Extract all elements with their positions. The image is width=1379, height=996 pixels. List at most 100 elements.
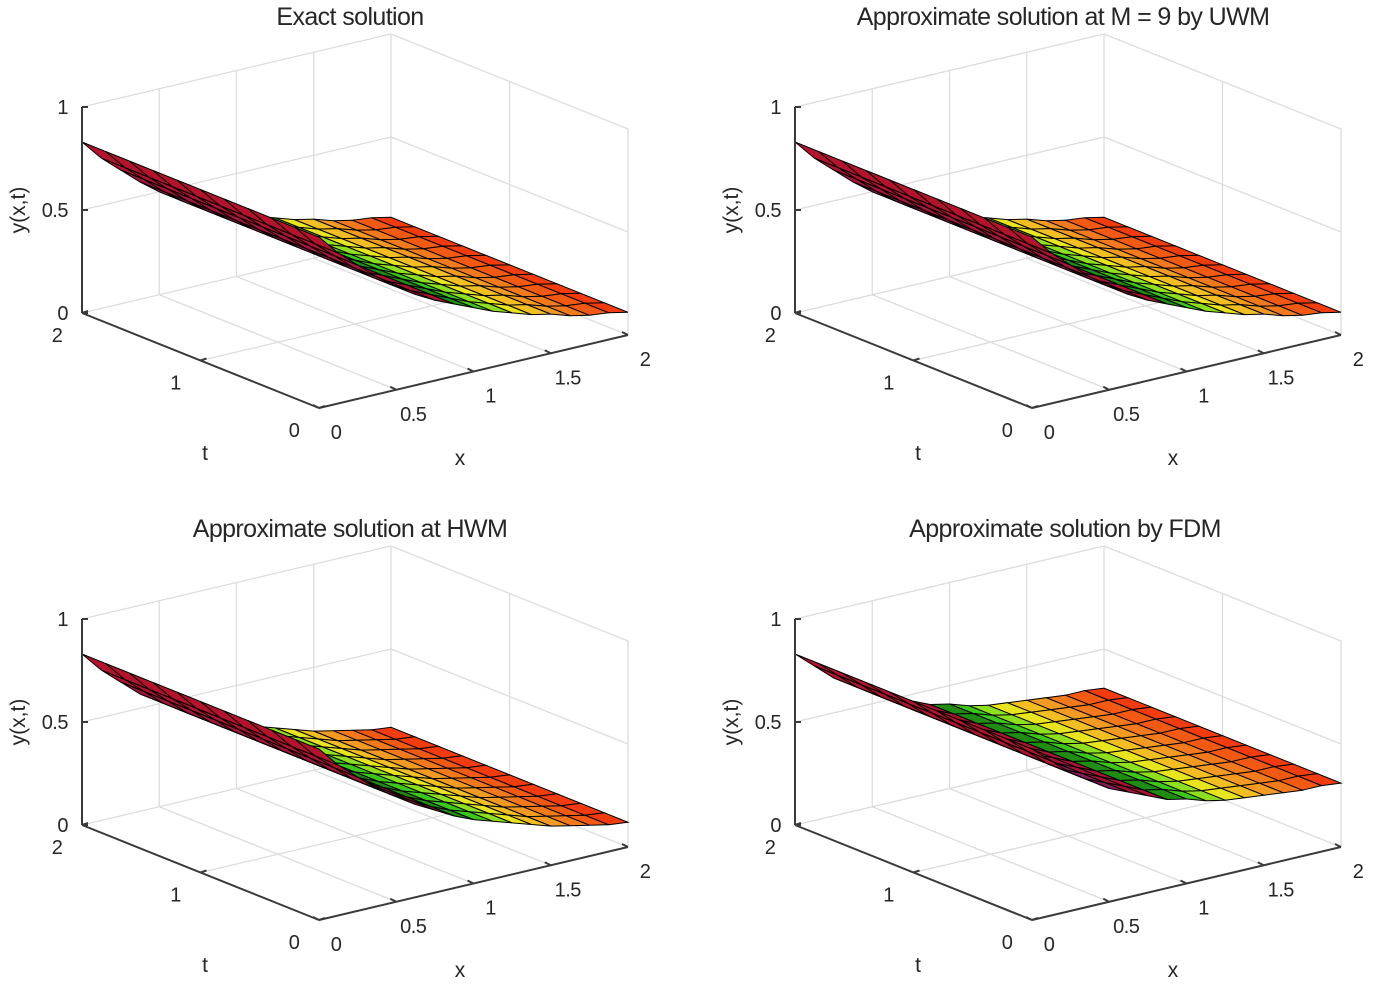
- surface: [81, 141, 629, 317]
- grid-line: [794, 648, 1105, 723]
- y-axis-label: y(x,t): [720, 699, 743, 746]
- x-tick-mark: [544, 861, 552, 867]
- surface-cell: [294, 227, 339, 254]
- grid-line: [81, 545, 392, 620]
- t-tick-label: 0: [1002, 932, 1013, 954]
- x-tick-mark: [621, 331, 629, 336]
- grid-line: [913, 798, 1223, 874]
- t-tick-mark: [1031, 405, 1039, 409]
- t-tick-mark: [81, 310, 89, 314]
- x-tick-label: 1: [485, 898, 496, 920]
- surface-cell: [1008, 739, 1052, 762]
- t-tick-mark: [794, 822, 802, 826]
- x-tick-label: 2: [640, 861, 651, 883]
- grid-line: [1103, 545, 1342, 642]
- z-tick-label: 0: [57, 815, 68, 837]
- grid-line: [794, 136, 1105, 211]
- x-tick-label: 0: [1044, 422, 1055, 444]
- grid-line: [1103, 136, 1342, 233]
- x-tick-mark: [621, 843, 629, 848]
- x-tick-label: 1.5: [1268, 879, 1295, 901]
- x-tick-label: 1.5: [555, 879, 582, 901]
- x-tick-mark: [1025, 916, 1033, 921]
- grid-line: [794, 33, 1105, 108]
- z-tick-label: 0.5: [42, 200, 69, 222]
- x-tick-label: 1: [1198, 898, 1209, 920]
- surface: [81, 653, 630, 827]
- x-tick-mark: [544, 349, 552, 355]
- t-tick-label: 2: [52, 325, 63, 347]
- x-tick-label: 0: [1044, 934, 1055, 956]
- t-tick-label: 2: [765, 325, 776, 347]
- surface: [794, 653, 1343, 802]
- surface-cell: [794, 141, 839, 169]
- t-axis-label: t: [202, 954, 208, 977]
- z-tick-label: 1: [770, 97, 781, 119]
- t-tick-mark: [913, 869, 920, 874]
- x-axis-label: x: [455, 959, 466, 982]
- grid-line: [390, 545, 629, 642]
- x-tick-mark: [312, 404, 320, 409]
- x-tick-mark: [1257, 349, 1265, 355]
- x-tick-label: 0.5: [1113, 916, 1140, 938]
- chart-title: Approximate solution by FDM: [909, 515, 1221, 543]
- chart-title: Exact solution: [276, 3, 423, 31]
- grid-line: [81, 33, 392, 108]
- x-tick-mark: [1257, 861, 1265, 867]
- chart-title: Approximate solution at HWM: [193, 515, 507, 543]
- surface-cell: [81, 653, 126, 681]
- t-tick-mark: [200, 869, 207, 874]
- x-tick-label: 0: [331, 934, 342, 956]
- grid-line: [390, 33, 629, 130]
- t-tick-label: 1: [170, 885, 181, 907]
- grid-line: [81, 648, 392, 723]
- chart-title: Approximate solution at M = 9 by UWM: [857, 3, 1270, 31]
- x-tick-mark: [467, 879, 474, 885]
- grid-line: [390, 648, 629, 745]
- t-axis-label: t: [915, 954, 921, 977]
- x-tick-label: 0.5: [400, 404, 427, 426]
- z-tick-label: 1: [57, 97, 68, 119]
- y-axis-label: y(x,t): [7, 187, 30, 234]
- z-tick-label: 1: [57, 609, 68, 631]
- x-tick-mark: [389, 897, 397, 903]
- x-axis-label: x: [1168, 447, 1179, 470]
- grid-line: [81, 136, 392, 211]
- surface: [794, 141, 1342, 317]
- x-tick-mark: [1180, 367, 1187, 373]
- surface-cell: [818, 663, 862, 686]
- t-tick-mark: [81, 822, 89, 826]
- x-tick-mark: [1102, 897, 1110, 903]
- x-axis-label: x: [1168, 959, 1179, 982]
- grid-line: [1103, 648, 1342, 745]
- x-tick-mark: [1334, 843, 1342, 848]
- y-axis-label: y(x,t): [720, 187, 743, 234]
- t-tick-mark: [794, 310, 802, 314]
- x-tick-label: 2: [1353, 349, 1364, 371]
- x-tick-label: 0.5: [1113, 404, 1140, 426]
- x-tick-label: 2: [1353, 861, 1364, 883]
- t-axis-label: t: [915, 442, 921, 465]
- t-tick-mark: [1031, 917, 1039, 921]
- t-tick-label: 0: [1002, 420, 1013, 442]
- x-axis-label: x: [455, 447, 466, 470]
- t-tick-label: 1: [883, 885, 894, 907]
- x-tick-mark: [389, 385, 397, 391]
- t-tick-label: 2: [52, 837, 63, 859]
- z-tick-label: 0.5: [755, 200, 782, 222]
- grid-line: [390, 136, 629, 233]
- z-tick-label: 0: [770, 303, 781, 325]
- z-tick-label: 0.5: [42, 712, 69, 734]
- t-tick-mark: [318, 917, 326, 921]
- x-tick-label: 1: [485, 386, 496, 408]
- x-tick-mark: [312, 916, 320, 921]
- x-tick-label: 1.5: [555, 367, 582, 389]
- z-tick-label: 0: [770, 815, 781, 837]
- x-tick-mark: [1334, 331, 1342, 336]
- surface-cell: [794, 653, 839, 676]
